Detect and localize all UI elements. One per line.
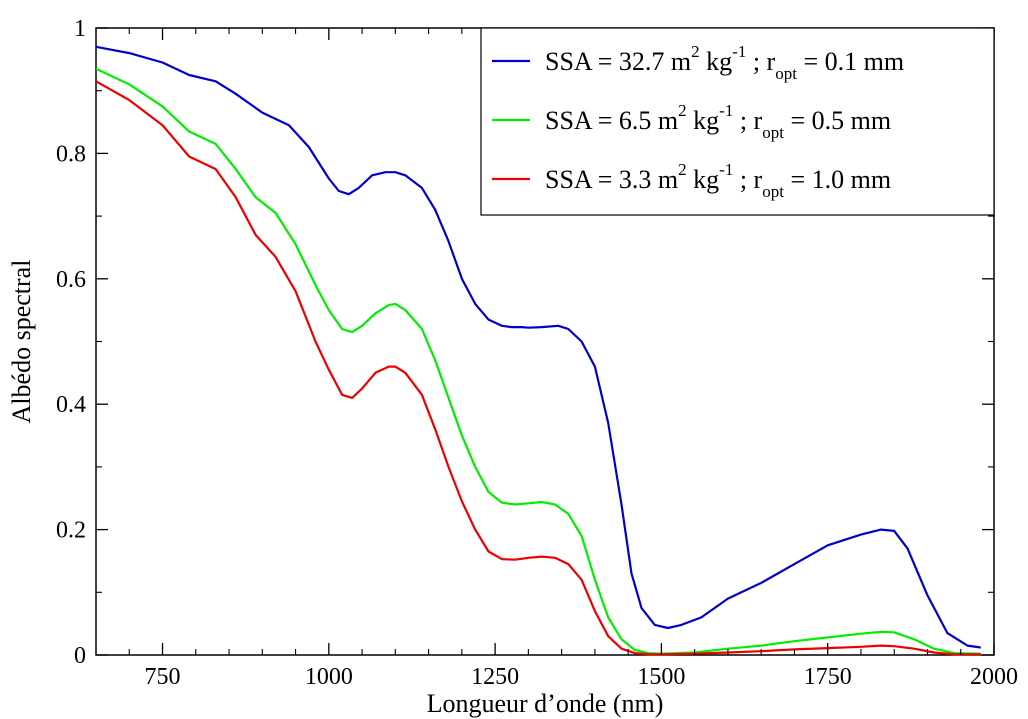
x-tick-label: 2000 [970, 664, 1018, 690]
legend-label-1: SSA = 32.7 m2 kg-1 ; ropt = 0.1 mm [545, 42, 904, 83]
y-tick-label: 0.8 [56, 141, 86, 167]
y-tick-label: 0.4 [56, 392, 86, 418]
x-axis-label: Longueur d’onde (nm) [427, 689, 664, 718]
legend: SSA = 32.7 m2 kg-1 ; ropt = 0.1 mm SSA = … [480, 27, 995, 216]
x-tick-label: 750 [145, 664, 181, 690]
x-tick-label: 1500 [637, 664, 685, 690]
x-tick-label: 1250 [471, 664, 519, 690]
y-axis-label: Albédo spectral [7, 260, 36, 424]
x-tick-label: 1000 [305, 664, 353, 690]
y-tick-label: 0.6 [56, 267, 86, 293]
y-tick-label: 0 [74, 643, 86, 669]
legend-label-2: SSA = 6.5 m2 kg-1 ; ropt = 0.5 mm [545, 101, 891, 142]
series-line-2 [95, 67, 981, 655]
series-line-1 [95, 45, 981, 649]
axis-ticks: 750 1000 1250 1500 1750 2000 0 0.2 0.4 0.6 0.8 1 [56, 16, 1018, 690]
legend-label-3: SSA = 3.3 m2 kg-1 ; ropt = 1.0 mm [545, 160, 891, 201]
legend-box [480, 27, 995, 216]
y-tick-label: 1 [74, 16, 86, 42]
x-tick-label: 1750 [804, 664, 852, 690]
y-tick-label: 0.2 [56, 518, 86, 544]
